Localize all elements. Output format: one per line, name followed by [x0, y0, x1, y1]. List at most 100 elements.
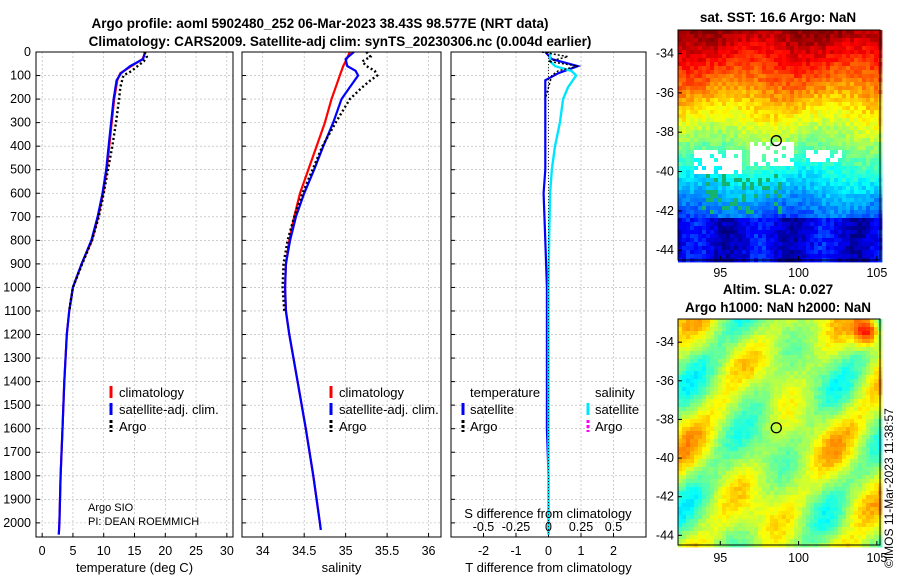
sst-cell [758, 102, 763, 107]
sst-cell [838, 150, 843, 155]
sla-cell [846, 399, 851, 404]
sla-cell [782, 343, 787, 348]
sst-cell [706, 246, 711, 251]
sla-cell [826, 327, 831, 332]
sla-cell [842, 443, 847, 448]
sla-cell [790, 347, 795, 352]
sla-cell [802, 403, 807, 408]
sst-cell [750, 206, 755, 211]
sst-cell [734, 138, 739, 143]
sla-cell [762, 427, 767, 432]
sla-cell [734, 443, 739, 448]
sla-cell [702, 403, 707, 408]
sst-cell [742, 178, 747, 183]
sla-cell [846, 363, 851, 368]
sst-cell [814, 222, 819, 227]
sst-cell [778, 162, 783, 167]
sla-cell [846, 335, 851, 340]
sst-cell [682, 182, 687, 187]
sla-cell [870, 403, 875, 408]
sst-cell [678, 38, 683, 43]
sst-cell [782, 78, 787, 83]
sst-cell [746, 206, 751, 211]
sla-cell [758, 319, 763, 324]
sst-cell [730, 66, 735, 71]
sst-cell [754, 118, 759, 123]
sla-cell [854, 363, 859, 368]
sla-cell [734, 419, 739, 424]
sla-cell [694, 367, 699, 372]
sla-cell [842, 331, 847, 336]
sst-cell [678, 194, 683, 199]
sst-cell [774, 254, 779, 259]
sst-cell [714, 142, 719, 147]
sst-cell [694, 238, 699, 243]
sla-cell [862, 335, 867, 340]
sst-cell [718, 118, 723, 123]
sla-cell [722, 419, 727, 424]
sst-cell [706, 190, 711, 195]
sst-cell [782, 226, 787, 231]
sst-cell [762, 30, 767, 35]
sst-cell [774, 34, 779, 39]
sst-cell [862, 38, 867, 43]
sla-cell [866, 443, 871, 448]
sst-cell [706, 158, 711, 163]
sst-cell [822, 202, 827, 207]
sla-cell [694, 335, 699, 340]
sst-cell [838, 118, 843, 123]
sla-cell [750, 403, 755, 408]
sst-cell [730, 138, 735, 143]
sla-cell [854, 439, 859, 444]
sla-cell [846, 423, 851, 428]
sla-cell [706, 435, 711, 440]
sst-cell [710, 214, 715, 219]
sla-cell [830, 411, 835, 416]
sst-cell [718, 222, 723, 227]
sst-cell [790, 178, 795, 183]
sst-cell [718, 146, 723, 151]
sla-cell [798, 335, 803, 340]
sla-cell [758, 443, 763, 448]
sla-cell [838, 387, 843, 392]
sst-cell [810, 226, 815, 231]
sst-cell [786, 58, 791, 63]
sla-cell [750, 343, 755, 348]
sla-cell [762, 327, 767, 332]
sla-cell [858, 375, 863, 380]
sst-cell [870, 94, 875, 99]
x-tick-label: 34.5 [292, 544, 316, 558]
sst-cell [702, 130, 707, 135]
sst-cell [862, 246, 867, 251]
sst-cell [858, 54, 863, 59]
legend-label: Argo [595, 419, 622, 434]
sst-cell [790, 238, 795, 243]
sst-cell [822, 62, 827, 67]
sst-cell [738, 142, 743, 147]
sla-cell [858, 327, 863, 332]
sla-cell [870, 439, 875, 444]
sla-cell [866, 387, 871, 392]
sst-cell [858, 98, 863, 103]
sla-cell [698, 363, 703, 368]
sla-cell [770, 399, 775, 404]
sst-cell [838, 34, 843, 39]
sla-cell [806, 367, 811, 372]
sst-cell [678, 154, 683, 159]
sst-cell [846, 154, 851, 159]
sst-cell [774, 78, 779, 83]
sst-cell [834, 134, 839, 139]
sla-cell [742, 371, 747, 376]
sst-cell [822, 138, 827, 143]
sst-cell [766, 170, 771, 175]
sst-cell [802, 166, 807, 171]
sla-cell [742, 423, 747, 428]
sla-cell [826, 375, 831, 380]
sst-cell [686, 130, 691, 135]
sla-cell [702, 379, 707, 384]
sst-cell [870, 50, 875, 55]
sla-cell [862, 435, 867, 440]
sst-cell [874, 222, 879, 227]
sla-cell [786, 323, 791, 328]
sla-cell [682, 447, 687, 452]
